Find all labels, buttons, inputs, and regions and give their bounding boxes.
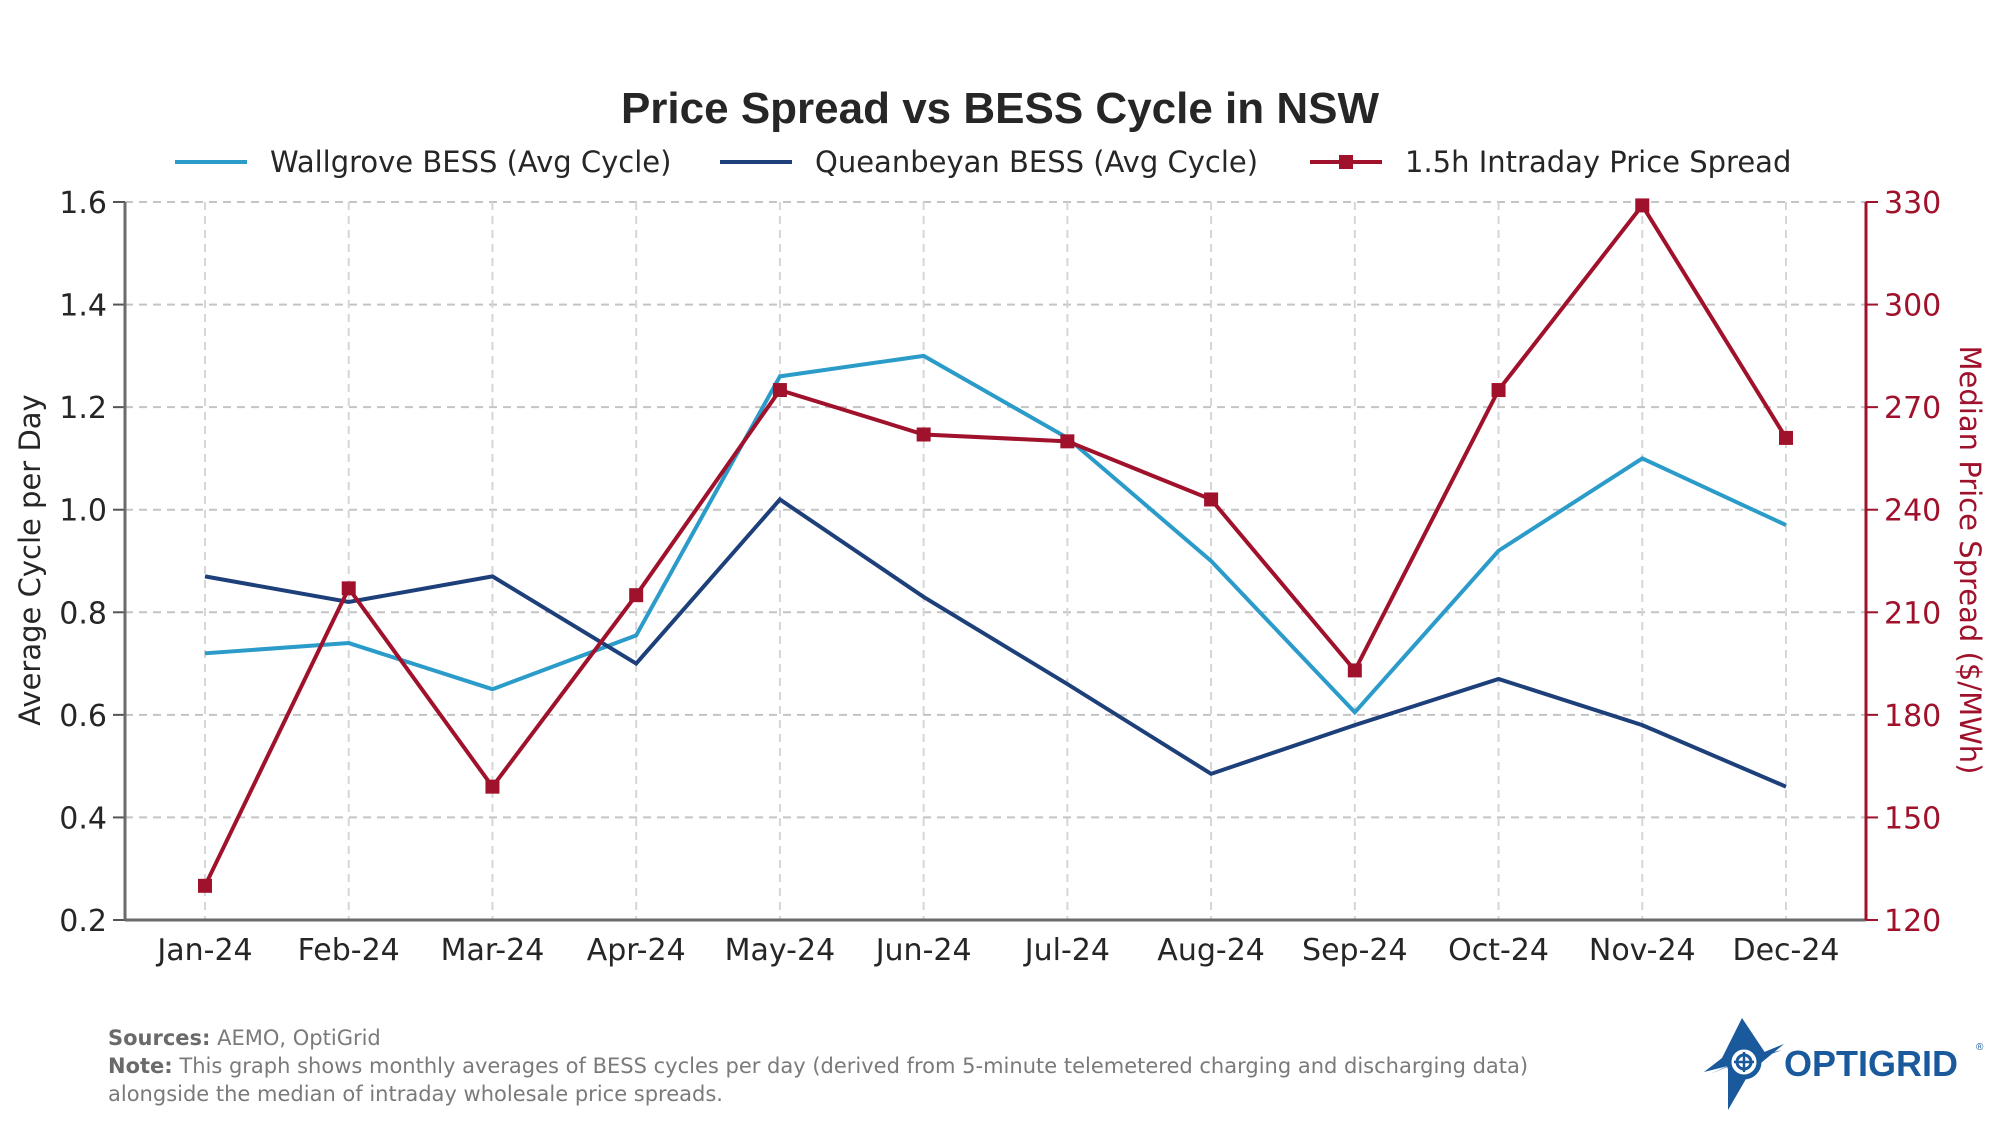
legend-item: Queanbeyan BESS (Avg Cycle) (720, 145, 1258, 179)
y-tick-label-left: 0.4 (59, 801, 107, 836)
sources-line: Sources: AEMO, OptiGrid (108, 1024, 1588, 1052)
x-tick-label: Mar-24 (441, 933, 545, 968)
series-0 (204, 353, 1787, 716)
legend: Wallgrove BESS (Avg Cycle) Queanbeyan BES… (175, 145, 1791, 179)
data-point (1779, 430, 1793, 445)
data-point (772, 383, 787, 398)
data-point (1491, 383, 1506, 398)
y-tick-label-left: 0.2 (59, 904, 107, 939)
legend-marker (1339, 155, 1353, 169)
x-tick-label: Aug-24 (1157, 933, 1265, 968)
y-tick-label-left: 1.0 (59, 494, 107, 529)
y-tick-label-right: 150 (1884, 801, 1941, 836)
gridlines (125, 201, 1866, 920)
x-tick-label: Dec-24 (1732, 933, 1839, 968)
y-tick-label-right: 180 (1884, 699, 1941, 734)
chart-title: Price Spread vs BESS Cycle in NSW (621, 84, 1380, 133)
x-tick-label: Nov-24 (1589, 933, 1696, 968)
logo-registered-mark: ® (1976, 1042, 1984, 1053)
x-tick-label: Jun-24 (874, 933, 972, 968)
data-point (341, 581, 356, 596)
y-tick-label-right: 210 (1884, 596, 1941, 631)
lightning-bolt-icon (1704, 1018, 1784, 1110)
note-line: Note: This graph shows monthly averages … (108, 1052, 1588, 1108)
legend-label: Wallgrove BESS (Avg Cycle) (270, 145, 671, 179)
series-line (203, 201, 1788, 887)
data-point (198, 878, 212, 893)
note-label: Note: (108, 1054, 173, 1078)
y-tick-label-left: 0.8 (59, 596, 107, 631)
x-tick-label: May-24 (725, 933, 836, 968)
y-axis-label-right: Median Price Spread ($/MWh) (1953, 346, 1987, 775)
data-point (1635, 198, 1650, 213)
x-tick-label: Jul-24 (1023, 933, 1110, 968)
data-point (629, 588, 644, 603)
data-point (485, 779, 500, 794)
series-group (198, 198, 1793, 893)
footer-notes: Sources: AEMO, OptiGrid Note: This graph… (108, 1024, 1588, 1108)
y-tick-label-right: 300 (1884, 289, 1941, 324)
note-text: This graph shows monthly averages of BES… (108, 1054, 1529, 1106)
sources-text: AEMO, OptiGrid (210, 1026, 381, 1050)
legend-label: 1.5h Intraday Price Spread (1405, 145, 1791, 179)
logo-text: OPTIGRID (1784, 1043, 1958, 1084)
series-line (204, 353, 1787, 716)
series-line (204, 496, 1787, 789)
legend-item: 1.5h Intraday Price Spread (1310, 145, 1791, 179)
legend-item: Wallgrove BESS (Avg Cycle) (175, 145, 671, 179)
sources-label: Sources: (108, 1026, 211, 1050)
y-tick-label-left: 1.2 (59, 391, 107, 426)
x-tick-label: Apr-24 (587, 933, 686, 968)
series-2 (198, 198, 1793, 893)
data-point (1060, 434, 1075, 449)
y-tick-label-right: 240 (1884, 494, 1941, 529)
y-tick-label-right: 120 (1884, 904, 1941, 939)
x-tick-label: Jan-24 (155, 933, 252, 968)
legend-label: Queanbeyan BESS (Avg Cycle) (815, 145, 1258, 179)
y-tick-label-left: 1.4 (59, 289, 107, 324)
x-tick-label: Oct-24 (1448, 933, 1549, 968)
axes: 0.2 0.4 0.6 0.8 1.0 1.2 1.4 1.6 120 150 180 210 240 2… (59, 186, 1941, 968)
data-point (1204, 492, 1219, 507)
y-tick-label-left: 0.6 (59, 699, 107, 734)
y-tick-label-right: 330 (1884, 186, 1941, 221)
series-1 (204, 496, 1787, 789)
x-tick-label: Sep-24 (1302, 933, 1408, 968)
y-axis-label-left: Average Cycle per Day (13, 394, 47, 725)
y-tick-label-right: 270 (1884, 391, 1941, 426)
x-tick-label: Feb-24 (298, 933, 400, 968)
data-point (916, 427, 931, 442)
optigrid-logo: OPTIGRID ® (1688, 1014, 1988, 1114)
data-point (1347, 663, 1362, 678)
y-tick-label-left: 1.6 (59, 186, 107, 221)
